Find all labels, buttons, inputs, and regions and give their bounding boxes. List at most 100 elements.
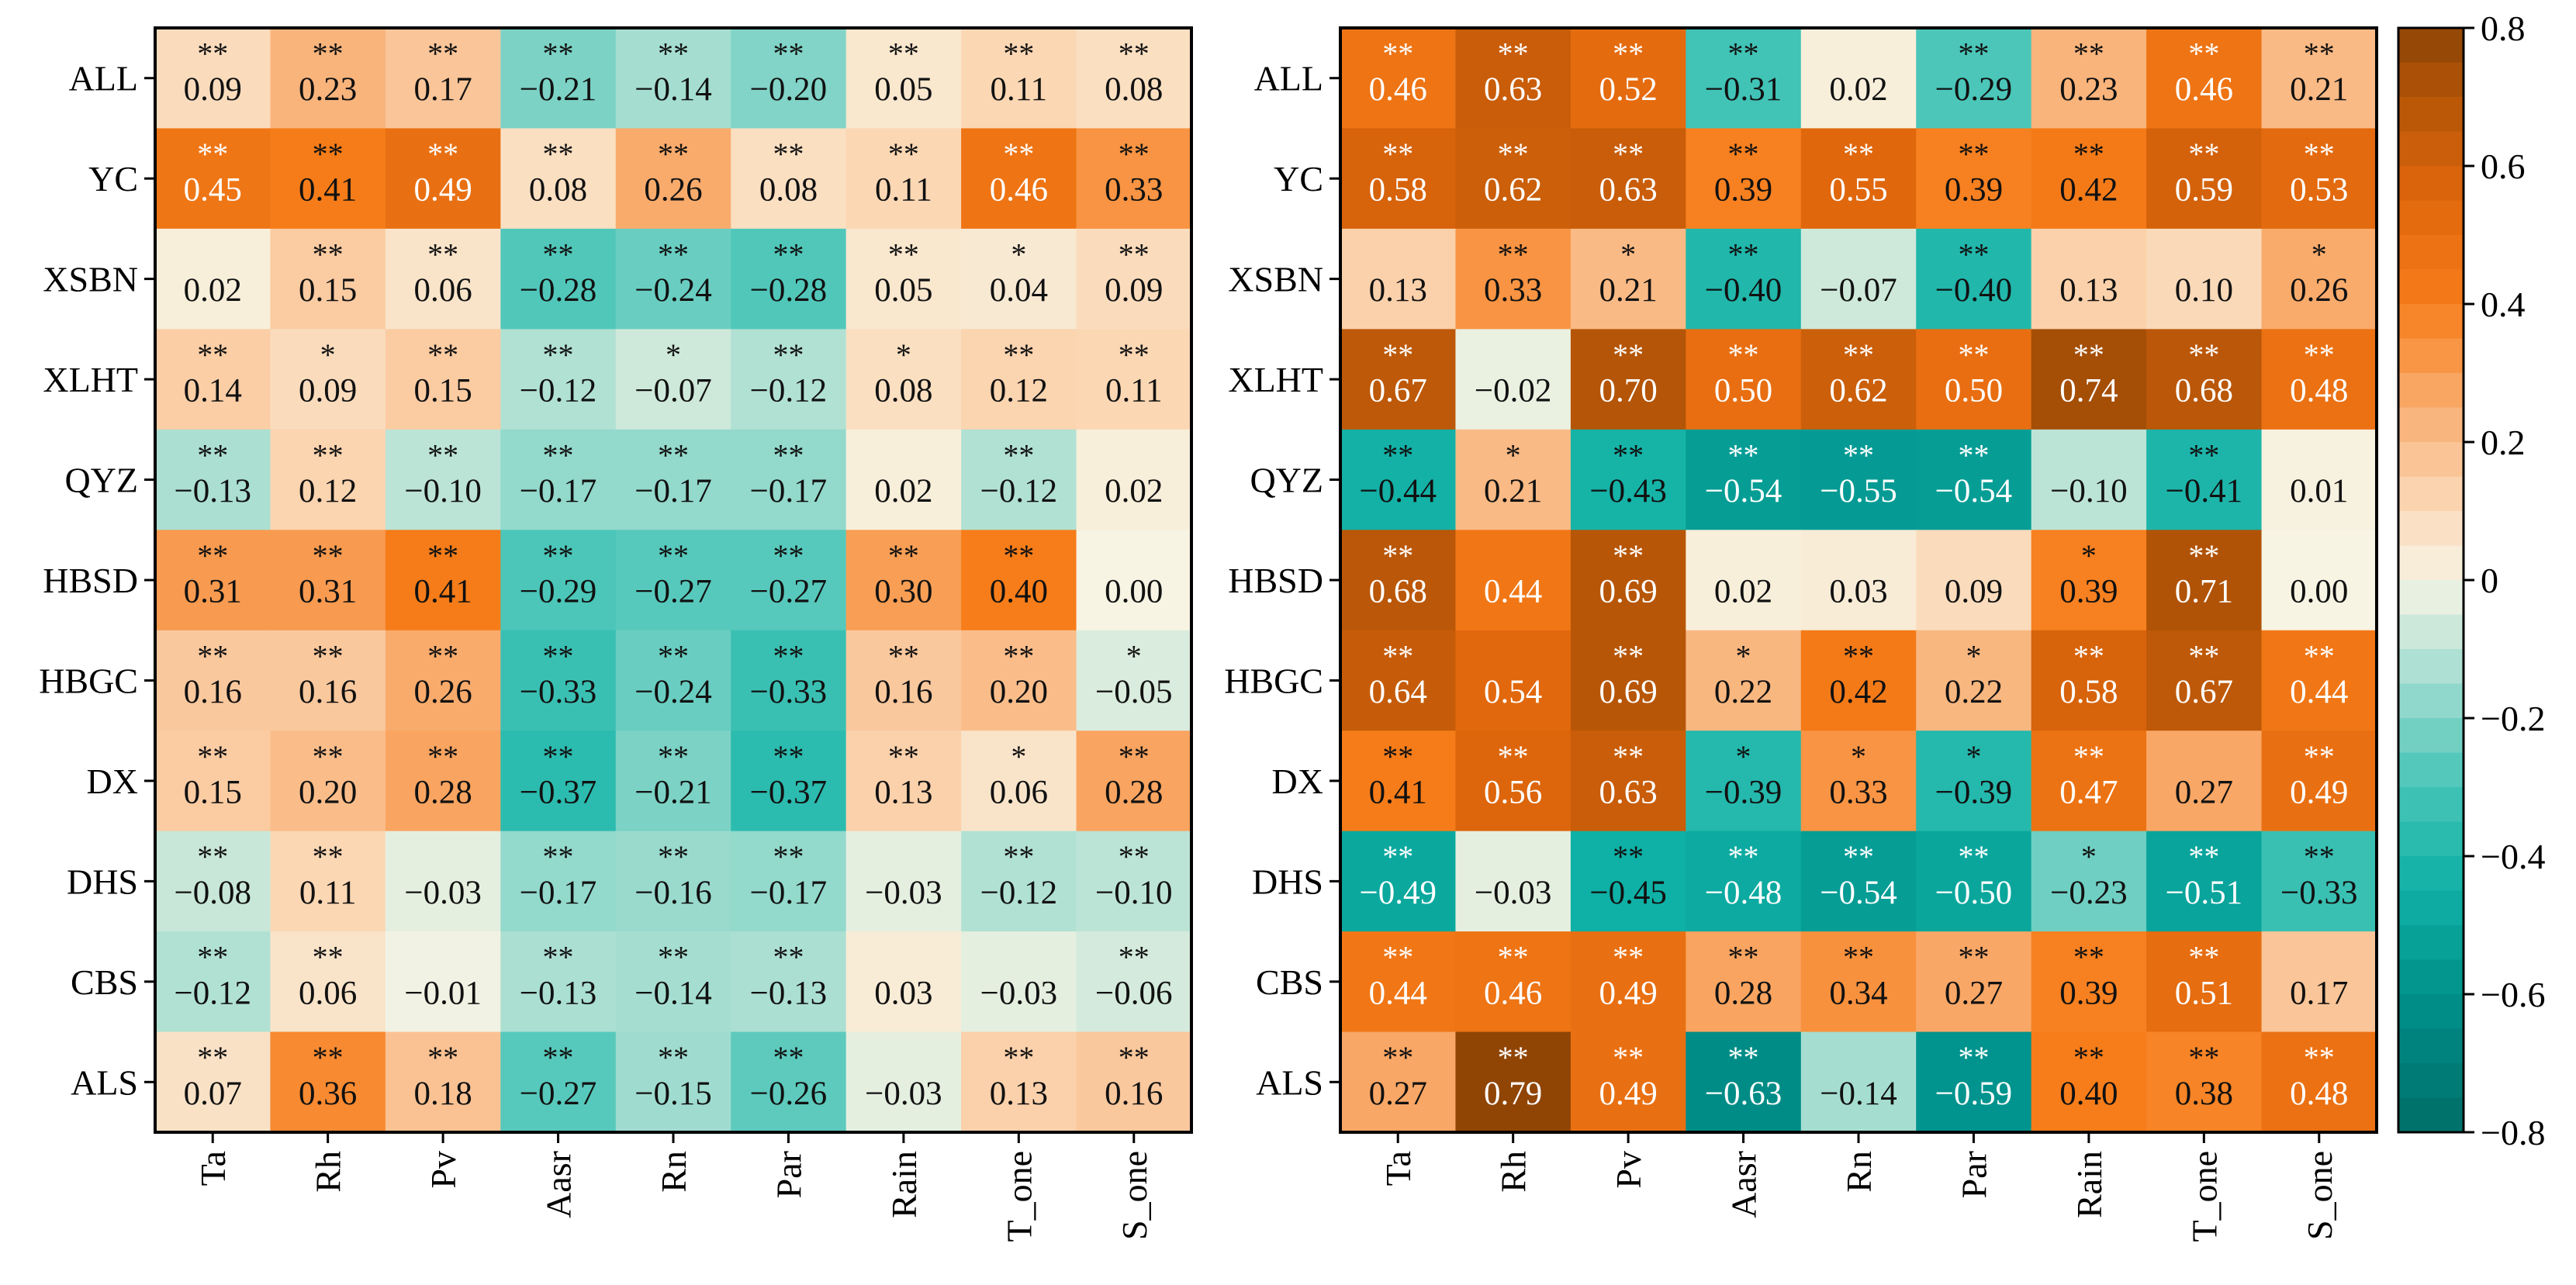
colorbar-tick-label: 0.4 — [2481, 285, 2526, 324]
heatmap-cell — [2031, 429, 2147, 530]
cell-value-label: −0.12 — [174, 975, 251, 1011]
cell-value-label: 0.39 — [2059, 975, 2118, 1011]
heatmap-cell — [2146, 530, 2263, 631]
colorbar-tick-label: −0.6 — [2481, 975, 2545, 1014]
cell-significance-mark: ** — [658, 538, 689, 573]
cell-significance-mark: ** — [888, 136, 919, 171]
cell-significance-mark: ** — [197, 638, 228, 673]
cell-value-label: −0.02 — [1475, 373, 1552, 409]
cell-significance-mark: ** — [773, 538, 804, 573]
cell-value-label: 0.42 — [2059, 172, 2118, 209]
heatmap-cell — [1455, 128, 1572, 230]
heatmap-cell — [845, 228, 962, 330]
cell-value-label: −0.63 — [1705, 1076, 1782, 1112]
heatmap-cell — [1076, 831, 1192, 932]
heatmap-cell — [500, 630, 617, 731]
cell-value-label: 0.11 — [1105, 373, 1163, 409]
cell-value-label: −0.05 — [1095, 674, 1173, 710]
heatmap-cell — [1800, 731, 1917, 832]
heatmap-cell — [1570, 931, 1686, 1033]
column-label: Rh — [309, 1151, 348, 1193]
cell-significance-mark: ** — [1382, 36, 1413, 71]
cell-significance-mark: ** — [1382, 437, 1413, 472]
cell-significance-mark: ** — [1498, 237, 1529, 272]
cell-significance-mark: ** — [2188, 1040, 2219, 1075]
cell-significance-mark: ** — [1728, 940, 1759, 975]
cell-significance-mark: ** — [427, 337, 458, 372]
cell-significance-mark: ** — [313, 739, 344, 774]
heatmap-cell — [2031, 731, 2147, 832]
cell-value-label: −0.03 — [865, 875, 942, 911]
heatmap-cell — [1340, 128, 1457, 230]
heatmap-cell — [1340, 530, 1457, 631]
cell-value-label: 0.33 — [1105, 172, 1163, 209]
cell-value-label: −0.13 — [750, 975, 828, 1011]
cell-value-label: 0.51 — [2175, 975, 2233, 1011]
cell-significance-mark: ** — [658, 940, 689, 975]
cell-value-label: −0.12 — [520, 373, 597, 409]
cell-significance-mark: ** — [1003, 1040, 1034, 1075]
cell-value-label: 0.30 — [874, 573, 932, 610]
cell-value-label: 0.16 — [184, 674, 242, 710]
heatmap-cell — [1455, 831, 1572, 932]
cell-significance-mark: ** — [313, 538, 344, 573]
heatmap-cell — [845, 329, 962, 430]
cell-value-label: 0.02 — [184, 272, 242, 309]
cell-value-label: 0.05 — [874, 272, 932, 309]
heatmap-cell — [1916, 630, 2032, 731]
heatmap-cell — [1076, 429, 1192, 530]
cell-significance-mark: ** — [1613, 638, 1644, 673]
heatmap-cell — [845, 28, 962, 130]
cell-value-label: 0.26 — [2290, 272, 2348, 309]
cell-significance-mark: ** — [2073, 136, 2104, 171]
cell-significance-mark: ** — [888, 739, 919, 774]
cell-significance-mark: * — [1011, 237, 1026, 272]
heatmap-cell — [845, 128, 962, 230]
cell-significance-mark: ** — [2188, 136, 2219, 171]
colorbar-tick-label: −0.8 — [2481, 1113, 2545, 1152]
cell-value-label: 0.54 — [1484, 674, 1542, 710]
heatmap-cell — [1455, 1031, 1572, 1133]
colorbar-segment — [2398, 442, 2464, 478]
cell-value-label: 0.46 — [990, 172, 1048, 209]
colorbar-segment — [2398, 718, 2464, 754]
cell-significance-mark: ** — [1843, 839, 1874, 874]
cell-value-label: 0.49 — [1599, 1076, 1657, 1112]
cell-significance-mark: ** — [427, 136, 458, 171]
cell-value-label: 0.64 — [1369, 674, 1427, 710]
cell-value-label: −0.37 — [750, 774, 828, 810]
cell-significance-mark: ** — [427, 1040, 458, 1075]
cell-value-label: 0.05 — [874, 71, 932, 108]
cell-significance-mark: ** — [427, 739, 458, 774]
heatmap-cell — [270, 1031, 386, 1133]
cell-value-label: −0.03 — [404, 875, 482, 911]
cell-value-label: 0.46 — [2175, 71, 2233, 108]
heatmap-cell — [2261, 530, 2377, 631]
cell-value-label: 0.31 — [299, 573, 357, 610]
heatmap-cell — [961, 831, 1077, 932]
row-label: HBSD — [1228, 561, 1323, 600]
cell-value-label: −0.07 — [1820, 272, 1897, 309]
heatmap-cell — [1076, 731, 1192, 832]
heatmap-cell — [1076, 128, 1192, 230]
cell-value-label: 0.21 — [2290, 71, 2348, 108]
cell-value-label: 0.39 — [2059, 573, 2118, 610]
cell-significance-mark: ** — [1382, 538, 1413, 573]
cell-significance-mark: * — [666, 337, 681, 372]
heatmap-cell — [1076, 228, 1192, 330]
heatmap-cell — [270, 28, 386, 130]
cell-significance-mark: ** — [2188, 538, 2219, 573]
heatmap-cell — [615, 1031, 731, 1133]
heatmap-cell — [961, 931, 1077, 1033]
cell-significance-mark: ** — [1728, 337, 1759, 372]
colorbar-segment — [2398, 407, 2464, 443]
cell-value-label: −0.17 — [750, 473, 828, 510]
cell-significance-mark: ** — [658, 1040, 689, 1075]
row-label: QYZ — [1250, 461, 1323, 500]
cell-significance-mark: ** — [658, 739, 689, 774]
cell-value-label: 0.02 — [1105, 473, 1163, 510]
cell-significance-mark: * — [1966, 739, 1981, 774]
heatmap-cell — [845, 931, 962, 1033]
heatmap-cell — [155, 1031, 271, 1133]
heatmap-cell — [1916, 530, 2032, 631]
